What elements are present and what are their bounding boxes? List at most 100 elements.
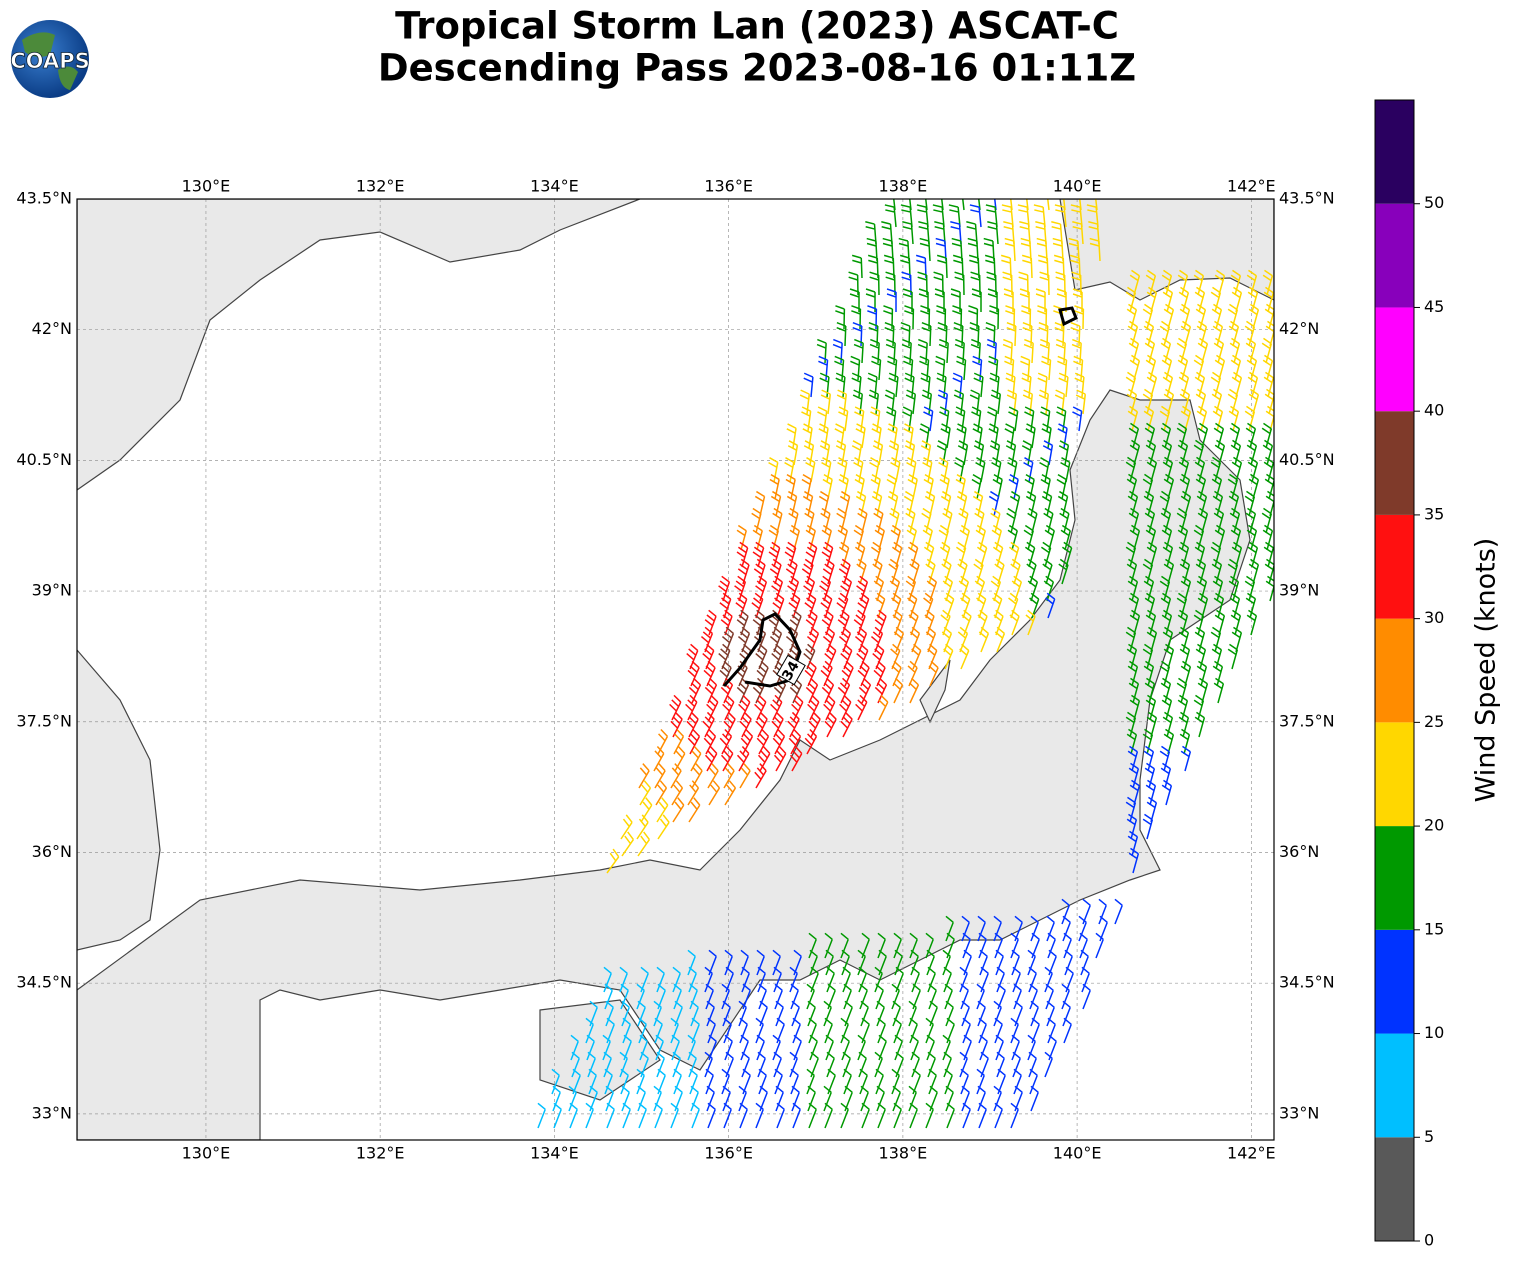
wind-barb	[1023, 524, 1034, 551]
wind-barb	[1244, 405, 1256, 432]
wind-barb	[1178, 626, 1190, 653]
wind-barb	[774, 1068, 783, 1095]
wind-barb	[1045, 983, 1054, 1010]
wind-barb	[1176, 677, 1188, 704]
wind-barb	[1230, 269, 1242, 296]
wind-barb	[1230, 524, 1242, 551]
wind-barb	[1211, 303, 1223, 330]
wind-barb	[1081, 966, 1090, 993]
wind-barb	[1179, 558, 1191, 585]
wind-barb	[570, 1034, 579, 1061]
wind-barb	[687, 728, 701, 755]
wind-barb	[1179, 643, 1191, 670]
wind-barb	[1060, 524, 1071, 551]
wind-barb	[837, 457, 848, 483]
wind-barb	[940, 423, 951, 449]
wind-barb	[703, 728, 717, 755]
wind-barb	[823, 1085, 832, 1112]
wind-barb	[889, 575, 901, 602]
wind-barb	[906, 524, 917, 551]
wind-barb	[836, 507, 847, 534]
wind-barb	[792, 1102, 801, 1129]
wind-barb	[872, 643, 885, 670]
wind-barb	[1024, 406, 1035, 432]
wind-barb	[619, 1051, 628, 1078]
wind-barb	[1022, 389, 1034, 415]
wind-barb	[820, 507, 831, 534]
wind-barb	[688, 1051, 697, 1078]
wind-barb	[817, 406, 828, 432]
axis-labels: 130°E 130°E 132°E 132°E 134°E 134°E 136°E 136°E…	[16, 177, 1334, 1163]
wind-barb	[1074, 372, 1085, 398]
gridlines	[77, 199, 1274, 1140]
wind-barb	[1128, 677, 1140, 704]
wind-barb	[1078, 199, 1082, 211]
wind-barb	[820, 660, 833, 687]
wind-barb	[902, 221, 914, 245]
wind-barb	[723, 763, 735, 789]
wind-barb	[690, 1000, 699, 1027]
wind-barb	[991, 457, 1002, 483]
wind-barb	[719, 728, 733, 755]
wind-barb	[735, 592, 748, 619]
wind-barb	[976, 1068, 985, 1095]
wind-barb	[1195, 473, 1207, 500]
colorbar-bin	[1375, 203, 1414, 308]
wind-barb	[1179, 388, 1191, 415]
wind-barb	[1144, 507, 1156, 534]
wind-barb	[804, 507, 815, 534]
wind-barb	[1210, 626, 1222, 653]
wind-barb	[1211, 643, 1223, 670]
wind-barb	[1244, 320, 1256, 347]
colorbar-tick-label: 20	[1424, 816, 1444, 835]
wind-barb	[1177, 269, 1189, 296]
wind-barb	[954, 457, 965, 483]
wind-barb	[1177, 694, 1189, 721]
wind-barb	[1194, 626, 1206, 653]
wind-barb	[636, 983, 645, 1010]
wind-barb	[1144, 592, 1156, 619]
wind-barb	[1161, 269, 1173, 296]
wind-barb	[871, 355, 882, 381]
wind-barb	[674, 746, 686, 772]
wind-barb	[752, 609, 765, 636]
wind-barb	[874, 1051, 883, 1078]
wind-barb	[686, 643, 699, 670]
wind-barb	[1011, 949, 1020, 976]
wind-barb	[654, 763, 666, 789]
wind-barb	[1195, 558, 1207, 585]
wind-barb	[622, 1102, 631, 1129]
wind-barb	[688, 966, 697, 993]
colorbar-tick-label: 0	[1424, 1231, 1434, 1250]
wind-barb	[1127, 575, 1139, 602]
wind-barb	[1007, 457, 1018, 483]
wind-barb	[840, 711, 853, 738]
wind-barb	[1043, 507, 1054, 534]
wind-barb	[858, 966, 867, 993]
wind-barb	[787, 440, 799, 466]
wind-barb	[722, 1085, 731, 1112]
wind-barb	[1086, 204, 1099, 228]
wind-barb	[1227, 388, 1239, 415]
wind-barb	[990, 389, 1002, 415]
wind-barb	[1028, 966, 1037, 993]
wind-barb	[720, 609, 733, 636]
wind-barb	[855, 490, 867, 517]
wind-barb	[671, 780, 684, 806]
wind-barb	[789, 746, 803, 772]
wind-barb	[788, 592, 801, 619]
wind-barb	[801, 473, 812, 500]
wind-barb	[703, 660, 716, 687]
wind-barb	[870, 473, 881, 500]
wind-barb	[723, 1102, 732, 1129]
lat-label-right: 36°N	[1279, 842, 1319, 861]
wind-barb	[1012, 966, 1021, 993]
colorbar-tick-label: 15	[1424, 919, 1444, 938]
wind-barb	[804, 728, 818, 755]
wind-barb	[853, 457, 864, 483]
wind-barb	[1177, 609, 1189, 636]
wind-barb	[969, 204, 982, 228]
wind-barb	[790, 983, 799, 1010]
wind-barb	[921, 321, 932, 347]
wind-barb	[1159, 745, 1171, 772]
